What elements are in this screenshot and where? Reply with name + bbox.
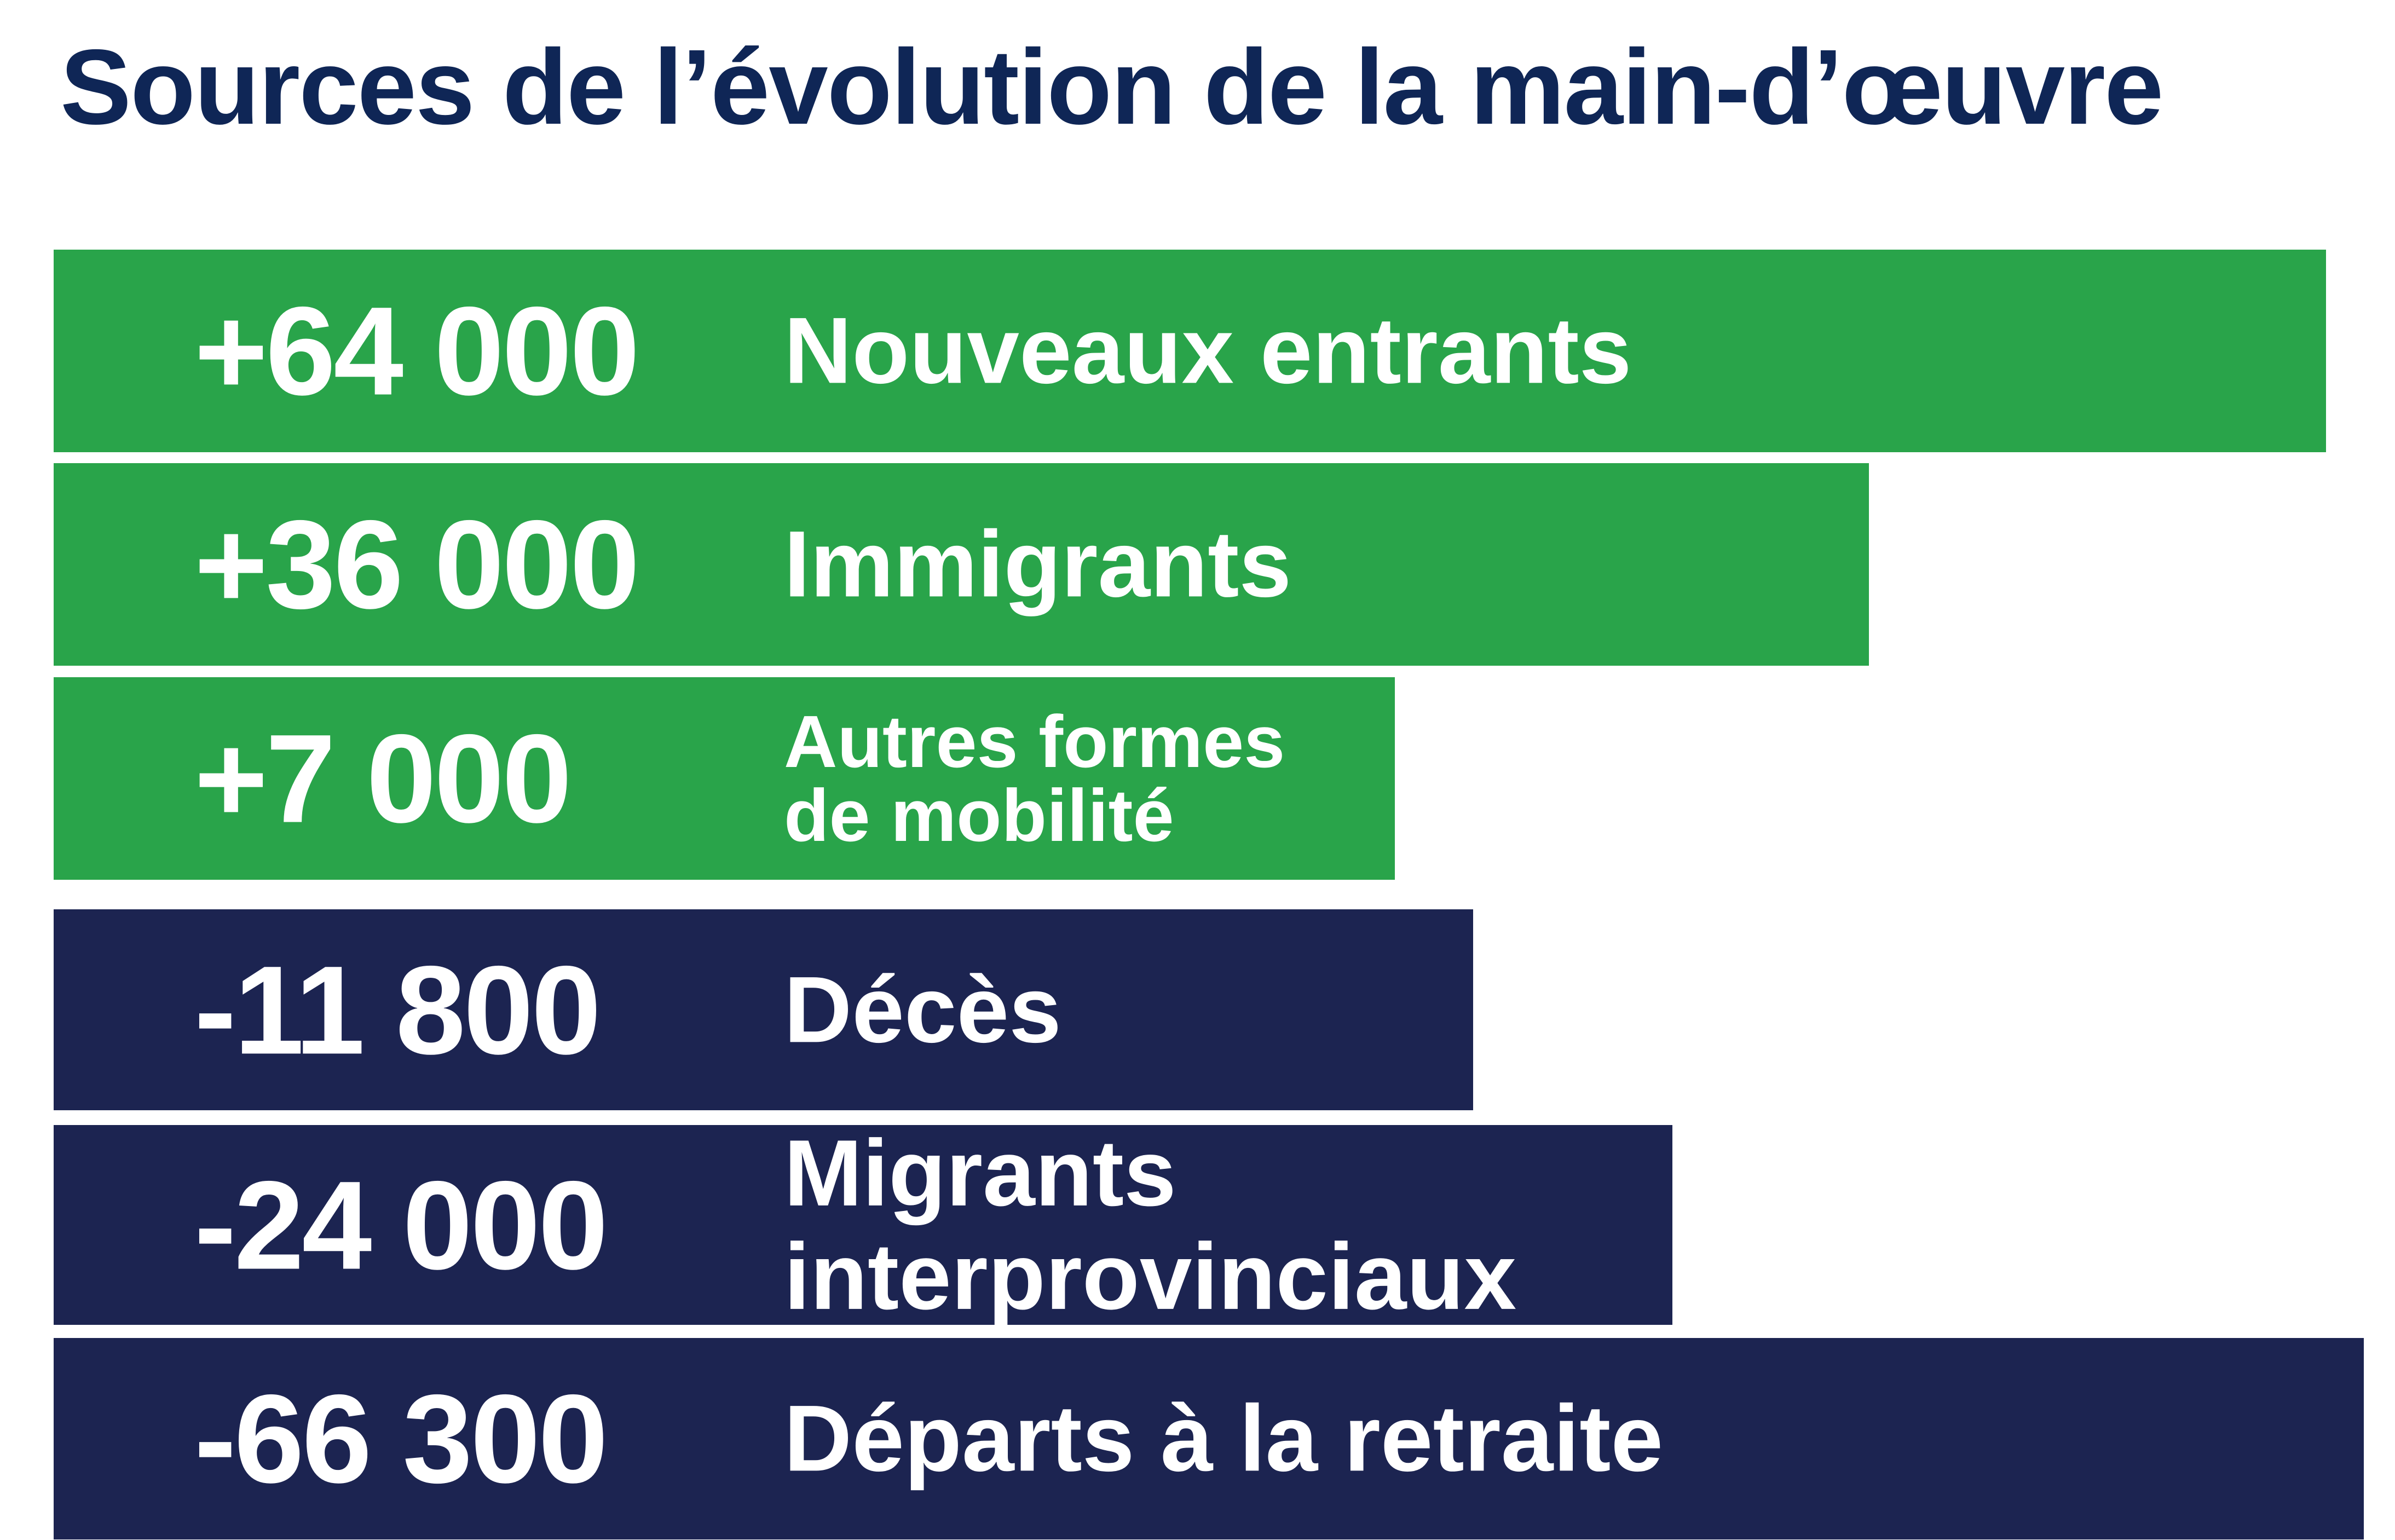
bar-category-label: Décès [784, 956, 1061, 1062]
bar-6: -66 300 Départs à la retraite [54, 1338, 2364, 1539]
bar-value-label: +64 000 [194, 280, 640, 422]
bar-3: +7 000 Autres formes de mobilité [54, 677, 1395, 880]
bar-category-label: Autres formes de mobilité [784, 700, 1285, 857]
bar-category-label: Nouveaux entrants [784, 298, 1632, 403]
bar-category-label: Départs à la retraite [784, 1386, 1664, 1491]
bar-category-label: Immigrants [784, 511, 1292, 617]
bar-4: -11 800 Décès [54, 909, 1473, 1110]
bar-2: +36 000 Immigrants [54, 463, 1869, 666]
bar-value-label: -66 300 [194, 1368, 608, 1509]
bar-5: -24 000 Migrants interprovinciaux [54, 1121, 1672, 1328]
bar-category-label: Migrants interprovinciaux [784, 1120, 1517, 1329]
bar-1: +64 000 Nouveaux entrants [54, 250, 2326, 452]
bar-value-label: -24 000 [194, 1155, 608, 1295]
chart-title: Sources de l’évolution de la main-d’œuvr… [60, 27, 2163, 147]
bar-value-label: +7 000 [194, 708, 572, 849]
bar-value-label: -11 800 [194, 939, 601, 1080]
bar-value-label: +36 000 [194, 494, 640, 635]
